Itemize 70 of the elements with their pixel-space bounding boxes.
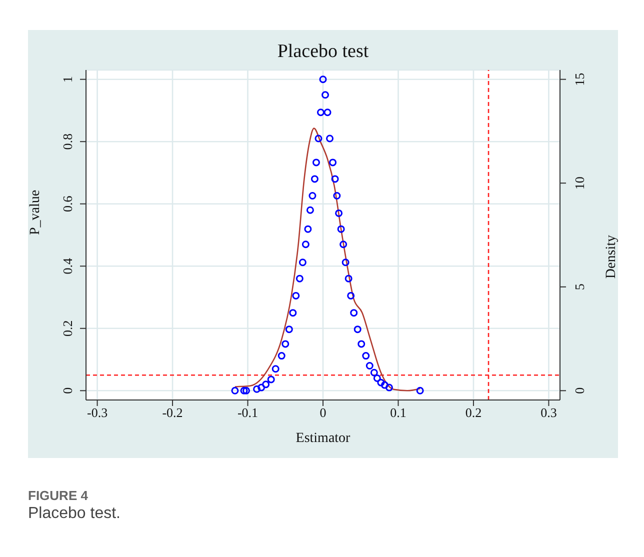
- point: [278, 352, 286, 360]
- point: [344, 274, 352, 282]
- point: [340, 240, 348, 248]
- point: [289, 309, 297, 317]
- x-axis-title: Estimator: [296, 431, 351, 446]
- y2-tick-label: 15: [572, 72, 587, 86]
- point: [337, 225, 345, 233]
- y-tick-label: 0: [60, 387, 75, 394]
- point: [262, 380, 270, 388]
- text: Placebo test.: [28, 505, 122, 523]
- point: [282, 340, 290, 348]
- point: [302, 240, 310, 248]
- point: [310, 175, 318, 183]
- point: [314, 134, 322, 142]
- y2-tick-label: 0: [572, 387, 587, 394]
- point: [380, 381, 388, 389]
- x-tick-label: -0.3: [86, 405, 108, 420]
- point: [304, 225, 312, 233]
- point: [319, 76, 327, 84]
- y2-tick-label: 5: [572, 284, 587, 290]
- point: [335, 209, 343, 217]
- point: [354, 326, 362, 334]
- point: [240, 386, 248, 394]
- x-tick-label: -0.1: [237, 405, 258, 420]
- point: [292, 292, 300, 300]
- y-tick-label: 0.6: [60, 195, 75, 212]
- point: [366, 362, 374, 370]
- y-tick-label: 0.2: [60, 320, 75, 337]
- point: [242, 386, 250, 394]
- chart-title: Placebo test: [276, 40, 370, 64]
- point: [358, 340, 366, 348]
- point: [350, 309, 358, 317]
- point: [385, 384, 393, 392]
- y-tick-label: 0.4: [60, 258, 75, 274]
- point: [333, 192, 341, 200]
- point: [316, 108, 324, 116]
- x-tick-label: 0.3: [540, 405, 557, 420]
- point: [362, 352, 370, 360]
- caption: FIGURE 4: [28, 488, 89, 503]
- point: [306, 206, 314, 214]
- point: [342, 258, 350, 266]
- point: [296, 274, 304, 282]
- point: [331, 175, 339, 183]
- point: [308, 192, 316, 200]
- point: [258, 384, 266, 392]
- point: [347, 292, 355, 300]
- x-tick-label: 0.2: [465, 405, 482, 420]
- point: [370, 368, 378, 376]
- point: [312, 158, 320, 166]
- point: [377, 378, 385, 386]
- y-tick-label: 0.8: [60, 133, 75, 150]
- y-tick-label: 1: [60, 76, 75, 83]
- point: [298, 258, 306, 266]
- y-axis-title: P_value: [28, 190, 43, 235]
- point: [373, 374, 381, 382]
- point: [285, 326, 293, 334]
- point: [416, 386, 424, 394]
- point: [326, 134, 334, 142]
- point: [253, 385, 261, 393]
- y2-tick-label: 10: [572, 176, 587, 190]
- x-tick-label: -0.2: [162, 405, 183, 420]
- point: [329, 158, 337, 166]
- x-tick-label: 0: [320, 405, 326, 420]
- point: [267, 376, 275, 384]
- point: [231, 386, 239, 394]
- y2-axis-title: Density: [604, 235, 619, 279]
- point: [272, 365, 280, 373]
- x-tick-label: 0.1: [390, 405, 406, 420]
- point: [324, 108, 332, 116]
- point: [322, 91, 330, 99]
